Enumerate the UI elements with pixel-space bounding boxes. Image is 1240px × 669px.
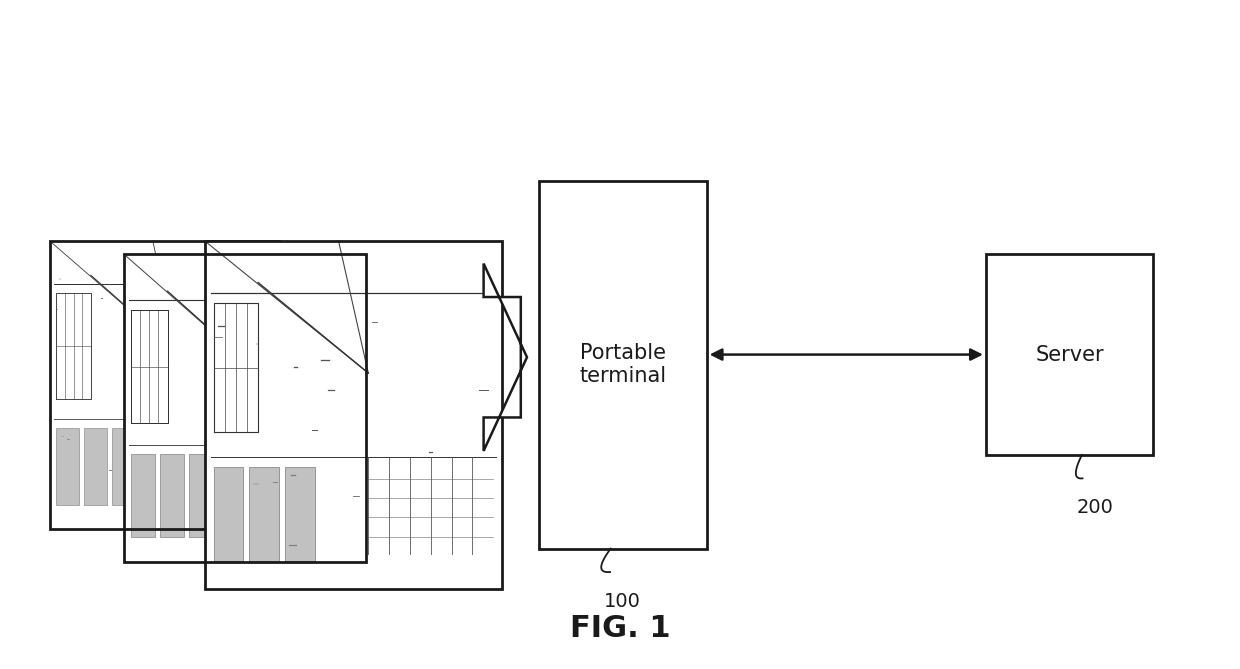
Bar — [131, 454, 155, 537]
Bar — [124, 254, 366, 562]
Bar — [124, 254, 366, 562]
Bar — [285, 467, 315, 561]
Bar — [160, 454, 185, 537]
Bar — [205, 241, 502, 589]
Bar — [213, 467, 243, 561]
Bar — [50, 241, 279, 529]
Text: 100: 100 — [604, 592, 641, 611]
Bar — [190, 454, 213, 537]
Text: FIG. 1: FIG. 1 — [569, 614, 671, 644]
Bar — [539, 181, 707, 549]
Bar — [50, 241, 279, 529]
Bar — [205, 241, 502, 589]
Bar — [84, 428, 107, 506]
Text: Portable
terminal: Portable terminal — [579, 343, 667, 386]
Bar — [57, 428, 79, 506]
Bar — [249, 467, 279, 561]
Text: 200: 200 — [1076, 498, 1114, 517]
Bar — [986, 254, 1153, 455]
Polygon shape — [484, 264, 527, 451]
Text: Server: Server — [1035, 345, 1104, 365]
Bar — [112, 428, 134, 506]
